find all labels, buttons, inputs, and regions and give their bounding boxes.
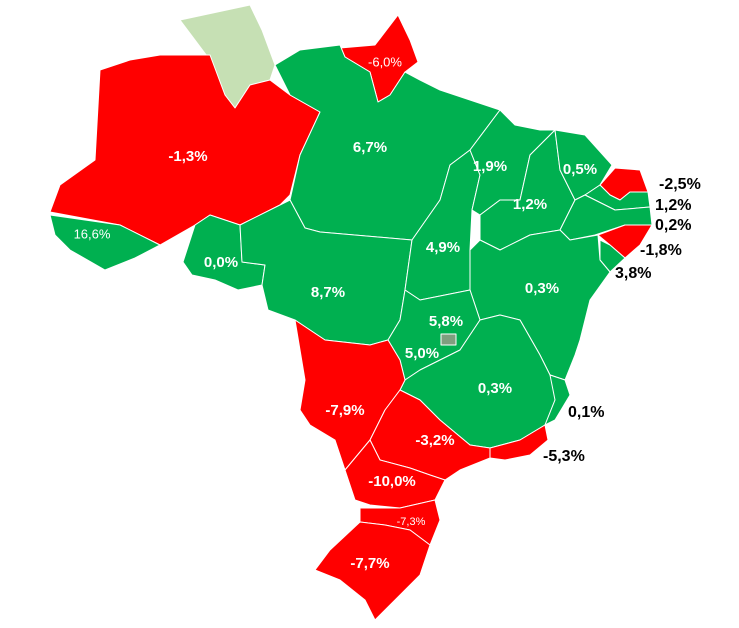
label-rondonia: 0,0%	[204, 254, 238, 271]
region-rio-de-janeiro[interactable]	[489, 424, 549, 461]
label-minas-gerais: 0,3%	[478, 380, 512, 397]
label-distrito-federal: 5,8%	[429, 313, 463, 330]
label-acre: 16,6%	[74, 226, 111, 241]
label-piaui: 1,2%	[513, 196, 547, 213]
label-parana: -10,0%	[368, 473, 416, 490]
region-distrito-federal[interactable]	[440, 333, 457, 346]
label-sao-paulo: -3,2%	[415, 432, 454, 449]
label-pernambuco: 0,2%	[655, 217, 691, 234]
region-acre[interactable]	[49, 214, 161, 271]
label-mato-grosso-do-sul: -7,9%	[325, 402, 364, 419]
label-espirito-santo: 0,1%	[568, 404, 604, 421]
label-goias: 5,0%	[405, 345, 439, 362]
label-amazonas: -1,3%	[168, 148, 207, 165]
label-rio-de-janeiro: -5,3%	[543, 448, 585, 465]
label-alagoas: -1,8%	[640, 242, 682, 259]
label-amapa: -6,0%	[368, 54, 402, 69]
label-paraiba: 1,2%	[655, 197, 691, 214]
label-ceara: 0,5%	[563, 161, 597, 178]
label-sergipe: 3,8%	[615, 265, 651, 282]
label-rio-grande-do-sul: -7,7%	[350, 555, 389, 572]
label-rio-grande-do-norte: -2,5%	[659, 176, 701, 193]
region-espirito-santo[interactable]	[544, 374, 571, 426]
region-parana[interactable]	[344, 439, 446, 509]
label-bahia: 0,3%	[525, 280, 559, 297]
label-tocantins: 4,9%	[426, 239, 460, 256]
label-mato-grosso: 8,7%	[311, 284, 345, 301]
label-maranhao: 1,9%	[473, 158, 507, 175]
region-rio-grande-do-sul[interactable]	[314, 521, 431, 621]
label-santa-catarina: -7,3%	[397, 516, 426, 528]
label-para: 6,7%	[353, 139, 387, 156]
